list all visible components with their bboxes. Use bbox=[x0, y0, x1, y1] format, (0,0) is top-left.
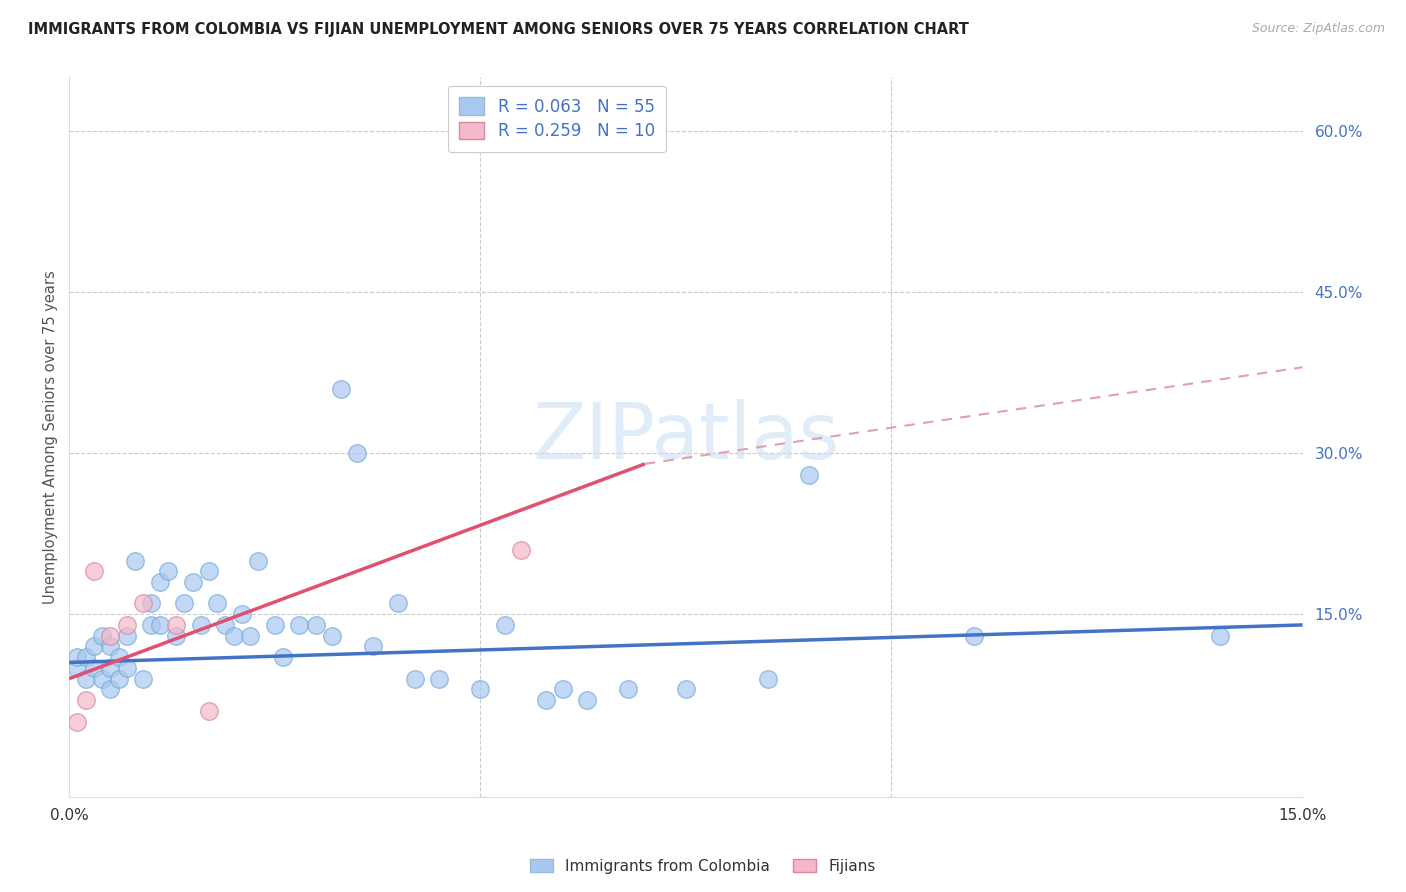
Point bbox=[247, 553, 270, 567]
Point bbox=[83, 661, 105, 675]
Point bbox=[963, 629, 986, 643]
Point bbox=[98, 682, 121, 697]
Point bbox=[470, 682, 492, 697]
Point bbox=[115, 629, 138, 643]
Point bbox=[756, 672, 779, 686]
Point bbox=[190, 618, 212, 632]
Point bbox=[132, 672, 155, 686]
Point bbox=[165, 629, 187, 643]
Point bbox=[263, 618, 285, 632]
Point bbox=[329, 382, 352, 396]
Point bbox=[494, 618, 516, 632]
Point bbox=[534, 693, 557, 707]
Point bbox=[551, 682, 574, 697]
Point bbox=[98, 640, 121, 654]
Point bbox=[181, 574, 204, 589]
Point bbox=[107, 650, 129, 665]
Point bbox=[617, 682, 640, 697]
Text: ZIPatlas: ZIPatlas bbox=[533, 399, 839, 475]
Point bbox=[83, 640, 105, 654]
Point bbox=[799, 467, 821, 482]
Point bbox=[387, 597, 409, 611]
Point bbox=[675, 682, 697, 697]
Point bbox=[207, 597, 229, 611]
Point bbox=[156, 564, 179, 578]
Point bbox=[363, 640, 385, 654]
Point bbox=[271, 650, 294, 665]
Point bbox=[98, 629, 121, 643]
Point bbox=[576, 693, 599, 707]
Point bbox=[239, 629, 262, 643]
Point bbox=[165, 618, 187, 632]
Point bbox=[75, 693, 97, 707]
Point bbox=[404, 672, 426, 686]
Point bbox=[115, 618, 138, 632]
Y-axis label: Unemployment Among Seniors over 75 years: Unemployment Among Seniors over 75 years bbox=[44, 270, 58, 604]
Point bbox=[1209, 629, 1232, 643]
Point bbox=[592, 103, 614, 117]
Point bbox=[66, 650, 89, 665]
Point bbox=[288, 618, 311, 632]
Point bbox=[107, 672, 129, 686]
Point bbox=[141, 597, 163, 611]
Point bbox=[214, 618, 236, 632]
Point bbox=[83, 564, 105, 578]
Point bbox=[141, 618, 163, 632]
Point bbox=[305, 618, 328, 632]
Point bbox=[149, 618, 172, 632]
Point bbox=[75, 672, 97, 686]
Point bbox=[198, 564, 221, 578]
Legend: Immigrants from Colombia, Fijians: Immigrants from Colombia, Fijians bbox=[524, 853, 882, 880]
Point bbox=[222, 629, 245, 643]
Text: IMMIGRANTS FROM COLOMBIA VS FIJIAN UNEMPLOYMENT AMONG SENIORS OVER 75 YEARS CORR: IMMIGRANTS FROM COLOMBIA VS FIJIAN UNEMP… bbox=[28, 22, 969, 37]
Point bbox=[231, 607, 253, 622]
Point bbox=[198, 704, 221, 718]
Point bbox=[149, 574, 172, 589]
Point bbox=[427, 672, 450, 686]
Point bbox=[173, 597, 195, 611]
Point bbox=[115, 661, 138, 675]
Point bbox=[510, 542, 533, 557]
Point bbox=[98, 661, 121, 675]
Point bbox=[75, 650, 97, 665]
Point bbox=[66, 714, 89, 729]
Text: Source: ZipAtlas.com: Source: ZipAtlas.com bbox=[1251, 22, 1385, 36]
Point bbox=[132, 597, 155, 611]
Point bbox=[91, 672, 114, 686]
Point bbox=[66, 661, 89, 675]
Point bbox=[124, 553, 146, 567]
Point bbox=[346, 446, 368, 460]
Legend: R = 0.063   N = 55, R = 0.259   N = 10: R = 0.063 N = 55, R = 0.259 N = 10 bbox=[447, 86, 666, 153]
Point bbox=[91, 629, 114, 643]
Point bbox=[321, 629, 343, 643]
